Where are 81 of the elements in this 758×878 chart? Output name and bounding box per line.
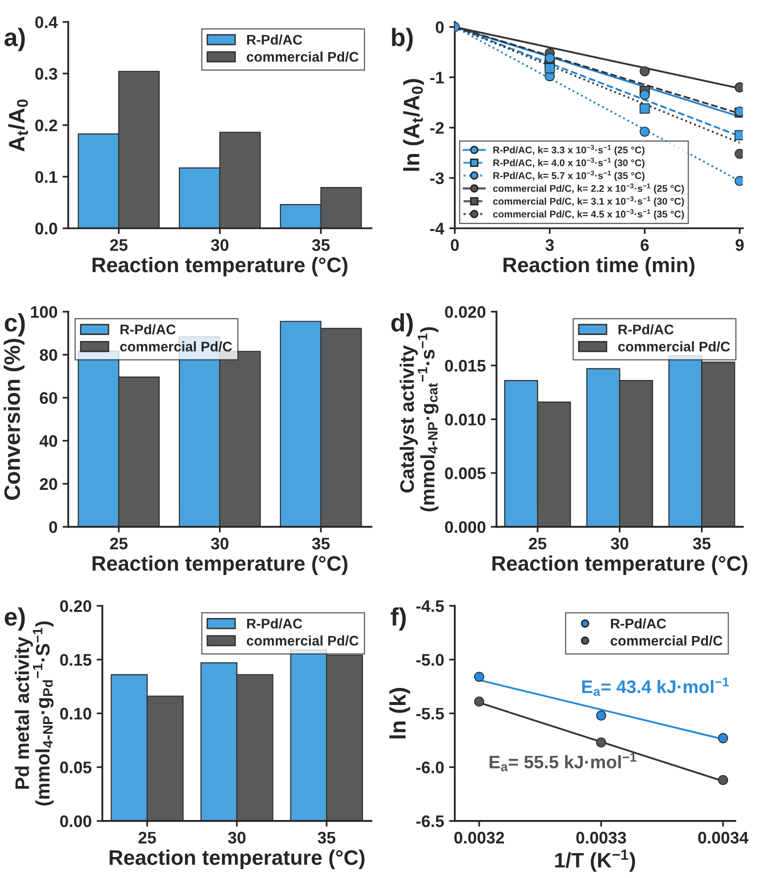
y-tick-label: 0.2 xyxy=(35,120,58,132)
legend-label: commercial Pd/C xyxy=(246,635,359,646)
y-tick-label: -5.0 xyxy=(416,654,444,666)
chart-title: f) xyxy=(390,607,406,631)
y-tick-label: 0.015 xyxy=(445,360,486,372)
y-tick-label: 100 xyxy=(31,306,58,318)
x-tick-label: 25 xyxy=(110,538,128,550)
y-tick-label: 0.0 xyxy=(35,222,58,234)
y-tick-label: 0.4 xyxy=(35,16,58,28)
x-axis-title: Reaction temperature (°C) xyxy=(92,257,348,276)
y-tick-label: 0.000 xyxy=(445,521,486,534)
x-tick-label: 6 xyxy=(640,239,649,251)
x-tick-label: 0.0032 xyxy=(454,832,504,844)
annotation: E$_{a}$= 43.4 kJ·mol$^{−1}$ xyxy=(582,678,729,696)
x-axis-title: 1/T (K$^{−1}$) xyxy=(555,850,636,872)
y-axis-title: ln (A$_{t}$/A$_{0}$) xyxy=(403,79,424,171)
x-tick-label: 35 xyxy=(312,538,330,550)
y-tick-label: 0.05 xyxy=(60,762,92,774)
x-tick-label: 30 xyxy=(228,832,246,844)
x-tick-label: 0.0033 xyxy=(576,832,626,844)
legend-label: R-Pd/AC xyxy=(618,324,674,335)
y-axis-title: Conversion (%) xyxy=(4,338,24,500)
y-tick-label: -2 xyxy=(430,122,444,134)
x-tick-label: 3 xyxy=(546,239,554,251)
legend-label: commercial Pd/C, k= 4.5 x 10$^{−3}$·s$^{−1}$ (35 °C) xyxy=(493,209,684,220)
legend-label: R-Pd/AC xyxy=(610,618,666,629)
legend-label: commercial Pd/C xyxy=(120,341,232,352)
x-tick-label: 30 xyxy=(210,239,228,251)
y-tick-label: -1 xyxy=(430,72,444,84)
y-tick-label: 60 xyxy=(40,392,58,404)
y-tick-label: -6.0 xyxy=(416,762,444,774)
y-tick-label: 0.1 xyxy=(35,171,58,183)
legend-label: commercial Pd/C xyxy=(610,635,722,646)
x-axis-title: Reaction temperature (°C) xyxy=(92,556,348,575)
y-tick-label: 0 xyxy=(436,21,444,34)
y-tick-label: 40 xyxy=(40,435,58,447)
y-tick-label: 0 xyxy=(49,521,58,534)
chart-title: a) xyxy=(4,28,25,52)
x-tick-label: 0.0034 xyxy=(698,832,748,844)
legend-label: commercial Pd/C xyxy=(246,52,359,62)
y-tick-label: 80 xyxy=(40,349,58,361)
y-tick-label: 0.20 xyxy=(60,600,92,612)
y-tick-label: 0.3 xyxy=(35,68,58,80)
x-axis-title: Reaction temperature (°C) xyxy=(492,556,748,575)
y-tick-label: 0.00 xyxy=(60,815,92,828)
x-tick-label: 30 xyxy=(610,538,628,550)
x-axis-title: Reaction time (min) xyxy=(504,257,694,276)
x-axis-title: Reaction temperature (°C) xyxy=(110,850,364,870)
x-tick-label: 25 xyxy=(110,239,128,251)
chart-title: b) xyxy=(392,28,413,52)
y-tick-label: -4 xyxy=(430,222,444,234)
y-tick-label: 0.010 xyxy=(445,414,486,426)
legend-label: commercial Pd/C, k= 2.2 x 10$^{−3}$·s$^{−1}$ (25 °C) xyxy=(493,183,684,194)
x-tick-label: 9 xyxy=(736,239,744,251)
y-tick-label: -3 xyxy=(430,172,444,184)
x-tick-label: 35 xyxy=(318,832,336,844)
legend-label: commercial Pd/C xyxy=(618,341,730,352)
legend-label: R-Pd/AC, k= 3.3 x 10$^{−3}$·s$^{−1}$ (25 °C) xyxy=(493,144,644,156)
x-tick-label: 25 xyxy=(138,832,156,844)
y-tick-label: 0.005 xyxy=(445,467,486,480)
legend-label: R-Pd/AC, k= 4.0 x 10$^{−3}$·s$^{−1}$ (30 °C) xyxy=(493,158,644,168)
y-axis-title: ln (k) xyxy=(389,688,410,738)
chart-title: c) xyxy=(4,313,25,337)
y-tick-label: 0.10 xyxy=(60,708,92,720)
y-tick-label: -5.5 xyxy=(416,708,444,720)
y-tick-label: 20 xyxy=(40,478,58,490)
y-tick-label: 0.020 xyxy=(445,306,486,318)
legend-label: R-Pd/AC, k= 5.7 x 10$^{−3}$·s$^{−1}$ (35 °C) xyxy=(493,170,644,181)
legend-label: commercial Pd/C, k= 3.1 x 10$^{−3}$·s$^{−1}$ (30 °C) xyxy=(493,196,684,207)
legend-label: R-Pd/AC xyxy=(247,618,302,629)
y-tick-label: -6.5 xyxy=(416,815,444,828)
x-tick-label: 35 xyxy=(692,538,711,550)
x-tick-label: 30 xyxy=(210,538,228,550)
legend-label: R-Pd/AC xyxy=(120,324,176,335)
y-axis-title: A$_{t}$/A$_{0}$ xyxy=(8,100,28,152)
x-tick-label: 25 xyxy=(528,538,546,550)
annotation: E$_{a}$= 55.5 kJ·mol$^{−1}$ xyxy=(490,752,636,772)
x-tick-label: 35 xyxy=(312,239,330,251)
y-tick-label: -4.5 xyxy=(416,600,444,612)
legend-label: R-Pd/AC xyxy=(247,34,302,45)
y-tick-label: 0.15 xyxy=(60,654,92,666)
